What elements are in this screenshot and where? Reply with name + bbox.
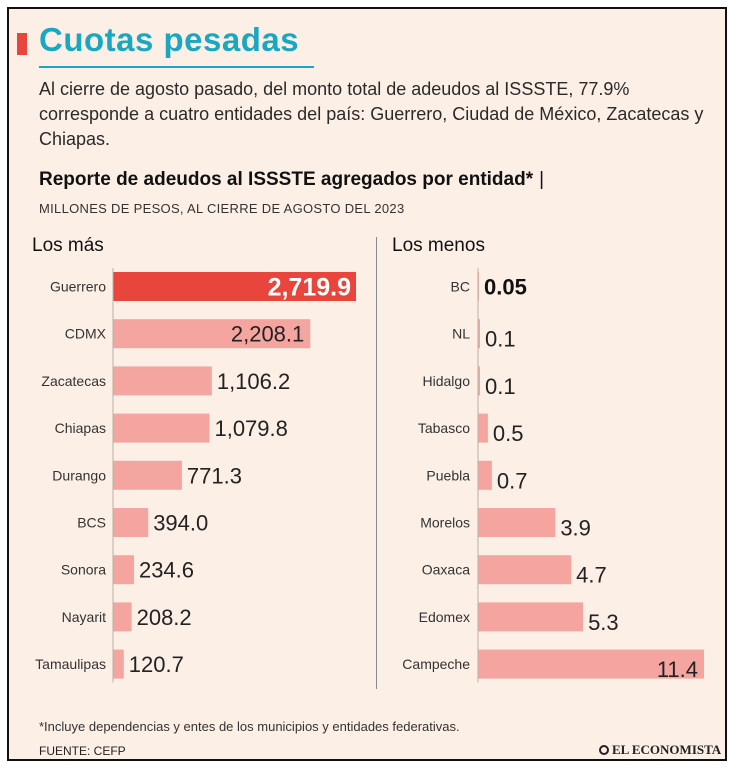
- source-note: FUENTE: CEFP: [39, 744, 126, 758]
- logo-mark-icon: [599, 745, 609, 755]
- bar-least: [478, 460, 492, 490]
- panel-title-most: Los más: [32, 235, 104, 256]
- bar-most: [113, 319, 311, 349]
- category-label-least: Oaxaca: [422, 562, 470, 578]
- publisher-logo: EL ECONOMISTA: [599, 742, 721, 758]
- category-label-most: Sonora: [61, 562, 106, 578]
- category-label-least: Hidalgo: [423, 373, 471, 389]
- bar-least: [478, 508, 556, 537]
- value-label-most: 771.3: [187, 463, 242, 488]
- title-underline: [39, 66, 314, 68]
- bar-most: [113, 460, 182, 490]
- category-label-most: CDMX: [65, 326, 107, 342]
- value-label-most: 120.7: [129, 652, 184, 677]
- page-title: Cuotas pesadas: [39, 21, 300, 58]
- category-label-most: BCS: [77, 515, 106, 531]
- category-label-most: Tamaulipas: [35, 656, 106, 672]
- footnote: *Incluye dependencias y entes de los mun…: [39, 719, 460, 734]
- bar-most: [113, 272, 356, 301]
- value-label-most: 2,208.1: [231, 322, 304, 347]
- bar-least: [478, 366, 480, 396]
- bar-most: [113, 366, 212, 396]
- category-label-most: Zacatecas: [41, 373, 106, 389]
- title-accent-bar: [17, 33, 27, 55]
- value-label-most: 208.2: [137, 605, 192, 630]
- value-label-least: 11.4: [657, 657, 698, 682]
- value-label-most: 234.6: [139, 558, 194, 583]
- category-label-least: Edomex: [419, 609, 470, 625]
- category-label-least: Tabasco: [418, 420, 470, 436]
- category-label-most: Guerrero: [50, 279, 106, 295]
- category-label-most: Durango: [52, 467, 106, 483]
- value-label-least: 0.1: [485, 327, 516, 352]
- bar-least: [478, 555, 572, 585]
- category-label-least: Puebla: [426, 467, 470, 483]
- bar-most: [113, 602, 132, 632]
- value-label-least: 0.1: [485, 374, 516, 399]
- chart-title: Reporte de adeudos al ISSSTE agregados p…: [39, 169, 544, 191]
- bar-least: [478, 319, 480, 349]
- value-label-least: 0.7: [497, 468, 528, 493]
- logo-text: EL ECONOMISTA: [612, 742, 722, 757]
- value-label-most: 394.0: [153, 511, 208, 536]
- bar-most: [113, 508, 149, 537]
- panel-title-least: Los menos: [392, 235, 485, 256]
- bar-least: [478, 649, 704, 679]
- category-label-least: Campeche: [402, 656, 470, 672]
- value-label-most: 2,719.9: [268, 274, 351, 302]
- chart-subtitle: MILLONES DE PESOS, AL CIERRE DE AGOSTO D…: [39, 201, 405, 216]
- bar-most: [113, 649, 124, 679]
- panel-divider: [376, 237, 377, 689]
- chart-title-text: Reporte de adeudos al ISSSTE agregados p…: [39, 169, 534, 190]
- value-label-least: 0.05: [484, 275, 527, 300]
- category-label-least: BC: [451, 279, 470, 295]
- category-label-most: Chiapas: [55, 420, 106, 436]
- value-label-least: 0.5: [493, 421, 524, 446]
- value-label-least: 5.3: [588, 610, 619, 635]
- bar-least: [478, 602, 584, 632]
- bar-most: [113, 413, 210, 443]
- bar-most: [113, 555, 134, 585]
- value-label-least: 4.7: [576, 563, 607, 588]
- intro-text: Al cierre de agosto pasado, del monto to…: [39, 79, 704, 149]
- chart-title-separator: |: [539, 169, 545, 190]
- value-label-most: 1,079.8: [214, 416, 287, 441]
- value-label-most: 1,106.2: [217, 369, 290, 394]
- value-label-least: 3.9: [560, 516, 591, 541]
- bar-least: [478, 413, 488, 443]
- category-label-most: Nayarit: [62, 609, 106, 625]
- category-label-least: Morelos: [420, 515, 470, 531]
- category-label-least: NL: [452, 326, 470, 342]
